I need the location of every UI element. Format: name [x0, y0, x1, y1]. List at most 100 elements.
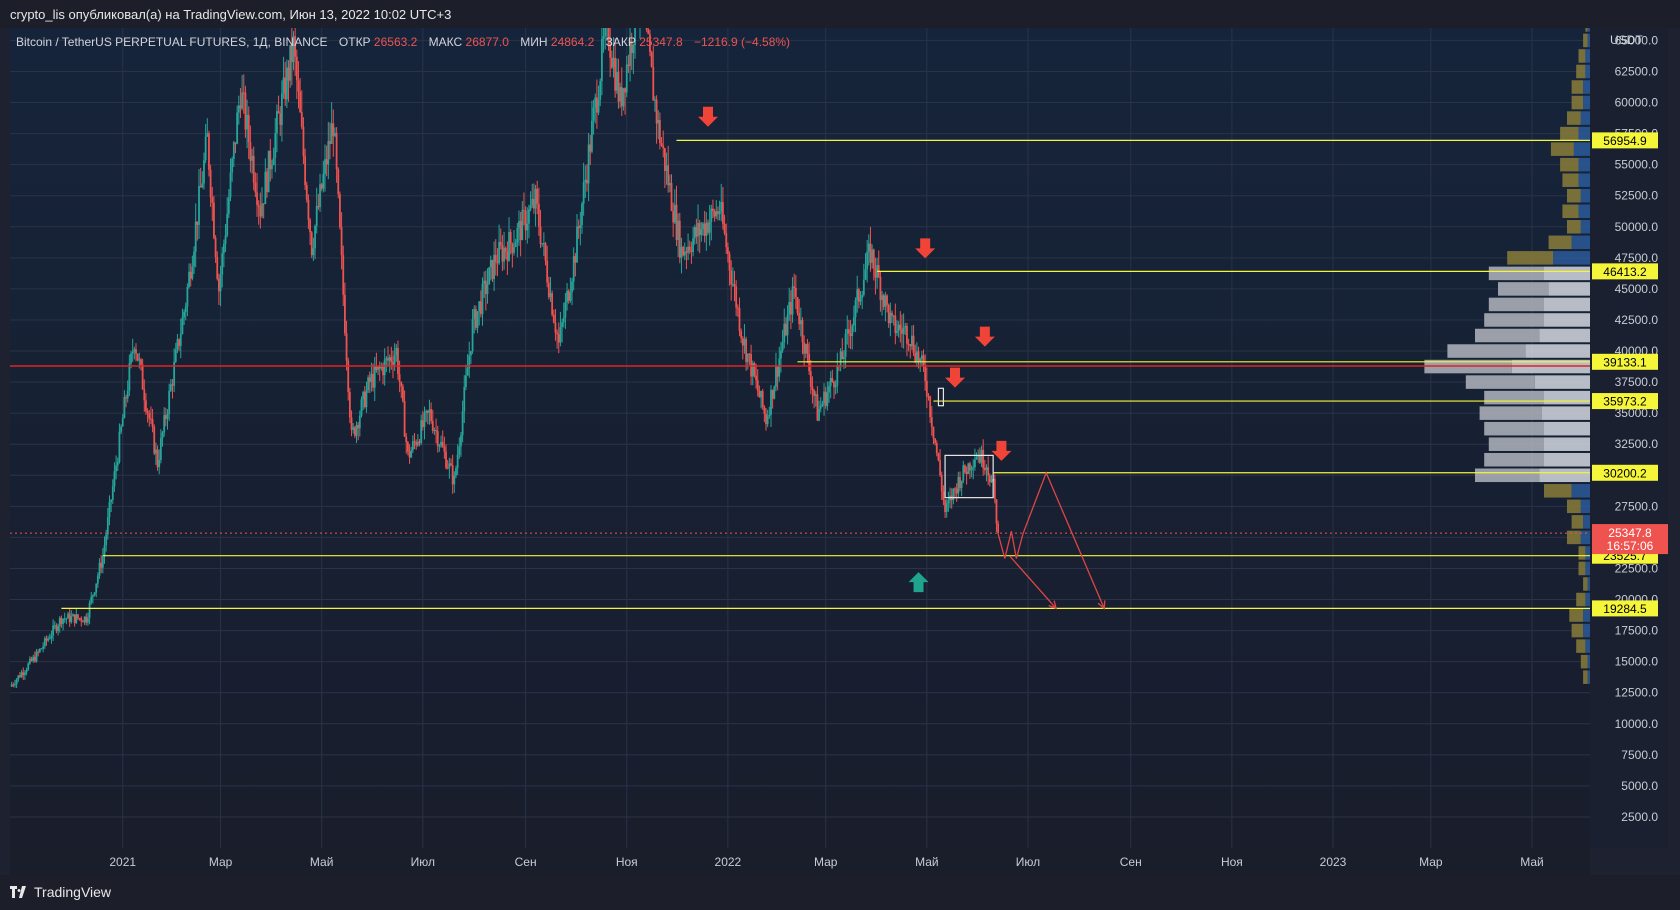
- candle-body: [801, 320, 804, 343]
- candle-body: [901, 329, 903, 334]
- candle-body: [947, 500, 950, 504]
- price-axis[interactable]: 2500.0 5000.0 7500.0 10000.0 12500.0 15000.0 1…: [1592, 33, 1668, 824]
- candle-body: [254, 182, 257, 193]
- candle-body: [655, 99, 658, 124]
- candle-body: [852, 317, 855, 326]
- candle-body: [368, 377, 371, 382]
- candle-body: [843, 356, 845, 360]
- price-chart[interactable]: 2500.0 5000.0 7500.0 10000.0 12500.0 15000.0 1…: [10, 0, 1668, 875]
- level-price-tag[interactable]: [1592, 132, 1658, 149]
- candle-body: [861, 294, 864, 299]
- candle-body: [788, 302, 791, 315]
- candle-body: [337, 169, 340, 195]
- candle-body: [710, 208, 713, 222]
- level-price-label: 30200.2: [1603, 466, 1647, 480]
- candle-body: [627, 64, 630, 67]
- symbol-legend[interactable]: Bitcoin / TetherUS PERPETUAL FUTURES, 1Д…: [16, 35, 790, 49]
- candle-body: [395, 347, 398, 356]
- candle-body: [977, 455, 980, 458]
- y-tick-label: 27500.0: [1615, 499, 1659, 513]
- level-price-tag[interactable]: [1592, 263, 1658, 280]
- x-tick-label: Май: [310, 855, 334, 869]
- level-price-tag[interactable]: [1592, 353, 1658, 370]
- close-label: ЗАКР: [606, 35, 636, 49]
- candle-body: [688, 246, 691, 251]
- chart-canvas[interactable]: 2500.0 5000.0 7500.0 10000.0 12500.0 15000.0 1…: [10, 0, 1668, 875]
- candle-body: [799, 320, 802, 325]
- candle-body: [460, 435, 462, 447]
- candle-body: [654, 99, 656, 101]
- open-value: 26563.2: [374, 35, 418, 49]
- candle-body: [96, 575, 99, 584]
- candle-body: [17, 675, 20, 680]
- candle-body: [400, 381, 403, 387]
- candle-body: [330, 123, 333, 144]
- level-price-tag[interactable]: [1592, 464, 1658, 481]
- candle-body: [198, 185, 200, 225]
- candle-body: [809, 371, 812, 387]
- time-axis[interactable]: 2021 Мар Май Июл Сен Ноя 2022 Мар Май Июл Сен Ноя 20…: [109, 855, 1543, 869]
- candle-body: [882, 295, 885, 307]
- candle-body: [211, 197, 214, 203]
- candle-body: [292, 36, 295, 63]
- candle-body: [988, 475, 991, 483]
- candle-body: [154, 449, 157, 454]
- candle-body: [531, 198, 534, 206]
- candle-body: [556, 332, 559, 335]
- candle-body: [904, 325, 907, 328]
- candle-body: [103, 545, 106, 557]
- candle-body: [776, 366, 779, 377]
- y-tick-label: 7500.0: [1621, 748, 1658, 762]
- volume-profile-bar-down: [1544, 452, 1590, 467]
- volume-profile-bar-up: [1484, 421, 1544, 436]
- candle-body: [660, 143, 663, 146]
- candle-body: [390, 357, 393, 362]
- down-arrow-icon: [974, 326, 995, 347]
- candle-body: [45, 638, 48, 641]
- candle-body: [12, 684, 15, 686]
- tradingview-logo[interactable]: TradingView: [10, 884, 111, 900]
- candle-body: [698, 222, 701, 236]
- level-price-tag[interactable]: [1592, 393, 1658, 410]
- candle-body: [509, 232, 512, 244]
- volume-profile-bar-up: [1571, 95, 1584, 110]
- candle-body: [652, 66, 655, 101]
- candle-body: [720, 201, 723, 212]
- candle-body: [833, 381, 835, 388]
- candle-body: [116, 461, 119, 466]
- candles: [10, 0, 1000, 689]
- candle-body: [82, 621, 84, 623]
- candle-body: [722, 201, 724, 225]
- volume-profile-bar-down: [1585, 592, 1590, 607]
- candle-body: [586, 179, 588, 184]
- level-price-tag[interactable]: [1592, 600, 1658, 617]
- candle-body: [184, 306, 187, 312]
- candle-body: [35, 651, 38, 662]
- candle-body: [398, 374, 401, 382]
- candle-body: [723, 224, 726, 234]
- candle-body: [33, 656, 36, 662]
- volume-profile-bar-down: [1553, 251, 1590, 265]
- candle-body: [582, 182, 585, 204]
- candle-body: [937, 453, 940, 461]
- candle-body: [851, 325, 854, 336]
- candle-body: [166, 414, 169, 419]
- candle-body: [592, 107, 595, 121]
- candle-body: [523, 209, 525, 211]
- candle-body: [236, 112, 239, 144]
- candle-body: [428, 409, 431, 413]
- candle-body: [252, 155, 255, 183]
- candle-body: [465, 375, 467, 387]
- candle-body: [111, 486, 114, 500]
- volume-profile-bar-down: [1585, 546, 1590, 560]
- range-box: [937, 387, 945, 407]
- candle-body: [242, 92, 245, 94]
- x-tick-label: 2021: [109, 855, 136, 869]
- candle-body: [199, 185, 202, 188]
- candle-body: [483, 280, 486, 284]
- x-tick-label: 2023: [1320, 855, 1347, 869]
- candle-body: [234, 142, 237, 144]
- candle-body: [262, 203, 265, 205]
- last-price-tag[interactable]: [1592, 524, 1668, 555]
- candle-body: [176, 339, 179, 350]
